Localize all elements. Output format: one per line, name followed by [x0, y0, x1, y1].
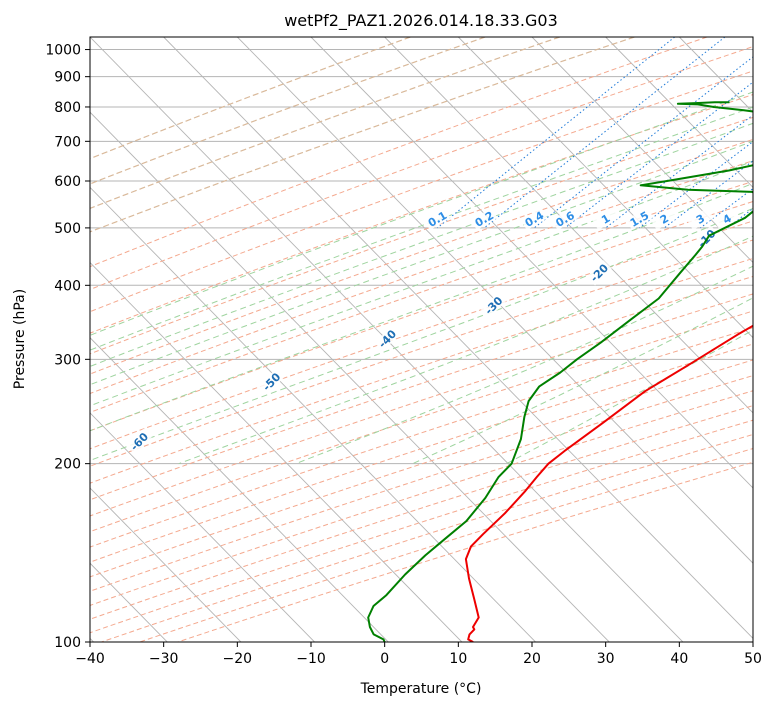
mixing-ratio-line [483, 37, 726, 229]
x-tick-label: 10 [449, 651, 467, 667]
isotherm-label-bg [480, 292, 507, 319]
dewpoint-profile-line [367, 101, 753, 642]
x-tick-label: −20 [223, 651, 253, 667]
dry-adiabat-line [90, 160, 753, 395]
y-tick-label: 500 [54, 221, 81, 237]
y-tick-label: 600 [54, 174, 81, 190]
x-tick-label: −30 [149, 651, 179, 667]
moist-adiabat-line [90, 91, 753, 336]
isotherm-label-bg [126, 428, 152, 455]
dry-adiabat-line [90, 37, 708, 268]
mixing-ratio-label-bg [625, 207, 653, 231]
isotherm-line [90, 487, 242, 642]
dry-adiabat-line [90, 70, 753, 313]
mixing-ratio-label-bg [423, 207, 451, 231]
isotherm-line [384, 37, 753, 414]
dry-adiabat-line [90, 293, 753, 517]
y-tick-label: 700 [54, 134, 81, 150]
x-tick-label: 40 [670, 651, 688, 667]
x-tick-label: 30 [597, 651, 615, 667]
plot-area: -100-90-80-70-60-50-40-30-20-10010203040… [90, 37, 753, 642]
isotherm-line [90, 337, 389, 642]
theta-e-line [90, 37, 635, 233]
isotherm-line [90, 111, 610, 642]
mixing-ratio-label-bg [686, 207, 714, 231]
x-tick-label: 20 [523, 651, 541, 667]
x-axis: −40 −30 −20 −10 0 10 20 30 40 50 [75, 642, 762, 667]
mixing-ratio-label-bg [592, 207, 620, 231]
isotherm-label-bg [586, 260, 612, 286]
isotherm-line [90, 186, 536, 642]
chart-title: wetPf2_PAZ1.2026.014.18.33.G03 [284, 11, 558, 31]
x-tick-label: 50 [744, 651, 762, 667]
plot-frame [89, 36, 754, 643]
pressure-gridlines [90, 49, 753, 465]
y-axis-label: Pressure (hPa) [12, 289, 28, 389]
background-lines [90, 37, 753, 642]
moist-adiabat-line [90, 182, 753, 432]
x-axis-label: Temperature (°C) [360, 681, 482, 697]
mixing-ratio-line [437, 37, 676, 229]
dry-adiabat-line [90, 419, 753, 634]
moist-adiabat-line [90, 207, 753, 462]
y-tick-label: 200 [54, 457, 81, 473]
mixing-ratio-label-bg [551, 207, 579, 231]
dry-adiabat-line [139, 447, 753, 642]
dry-adiabat-line [90, 239, 753, 467]
data-series [367, 101, 753, 642]
x-tick-label: −10 [296, 651, 326, 667]
mixing-ratio-line [639, 140, 753, 229]
y-axis: 100 200 300 400 500 600 700 800 900 1000 [45, 43, 90, 651]
isotherm-line [163, 37, 753, 640]
moist-adiabat-line [90, 122, 753, 367]
y-tick-label: 800 [54, 100, 81, 116]
mixing-ratio-label-bg [470, 207, 498, 231]
moist-adiabat-line [90, 160, 753, 407]
isotherm-label-bg [258, 368, 285, 395]
dry-adiabat-line [90, 275, 753, 501]
isotherm-line [605, 37, 753, 188]
dry-adiabat-line [90, 405, 753, 620]
y-tick-label: 100 [54, 635, 81, 651]
dry-adiabat-line [90, 46, 753, 291]
dry-adiabat-line [177, 461, 753, 642]
dry-adiabat-line [101, 433, 753, 642]
moist-adiabat-line [295, 265, 753, 465]
mixing-ratio-label-bg [650, 207, 678, 231]
dry-adiabat-line [90, 343, 753, 563]
x-tick-label: −40 [75, 651, 105, 667]
dry-adiabat-line [90, 327, 753, 548]
isotherm-line [531, 37, 753, 264]
dry-adiabat-line [90, 200, 753, 432]
dry-adiabat-line [90, 94, 753, 334]
temperature-profile-line [464, 324, 753, 642]
isotherm-label-bg [374, 325, 400, 352]
moist-adiabat-line [90, 140, 753, 386]
moist-adiabat-line [178, 235, 753, 465]
y-tick-label: 300 [54, 352, 81, 368]
isotherm-line [90, 412, 315, 642]
y-tick-label: 900 [54, 70, 81, 86]
mixing-ratio-label-bg [713, 207, 741, 231]
isotherm-line [237, 37, 753, 564]
dry-adiabat-line [90, 116, 753, 355]
theta-e-line [90, 37, 560, 210]
y-tick-label: 1000 [45, 43, 81, 59]
mixing-ratio-label-bg [520, 207, 548, 231]
y-tick-label: 400 [54, 278, 81, 294]
mixing-ratio-line [564, 81, 753, 229]
x-tick-label: 0 [380, 651, 389, 667]
theta-e-line [90, 37, 486, 185]
